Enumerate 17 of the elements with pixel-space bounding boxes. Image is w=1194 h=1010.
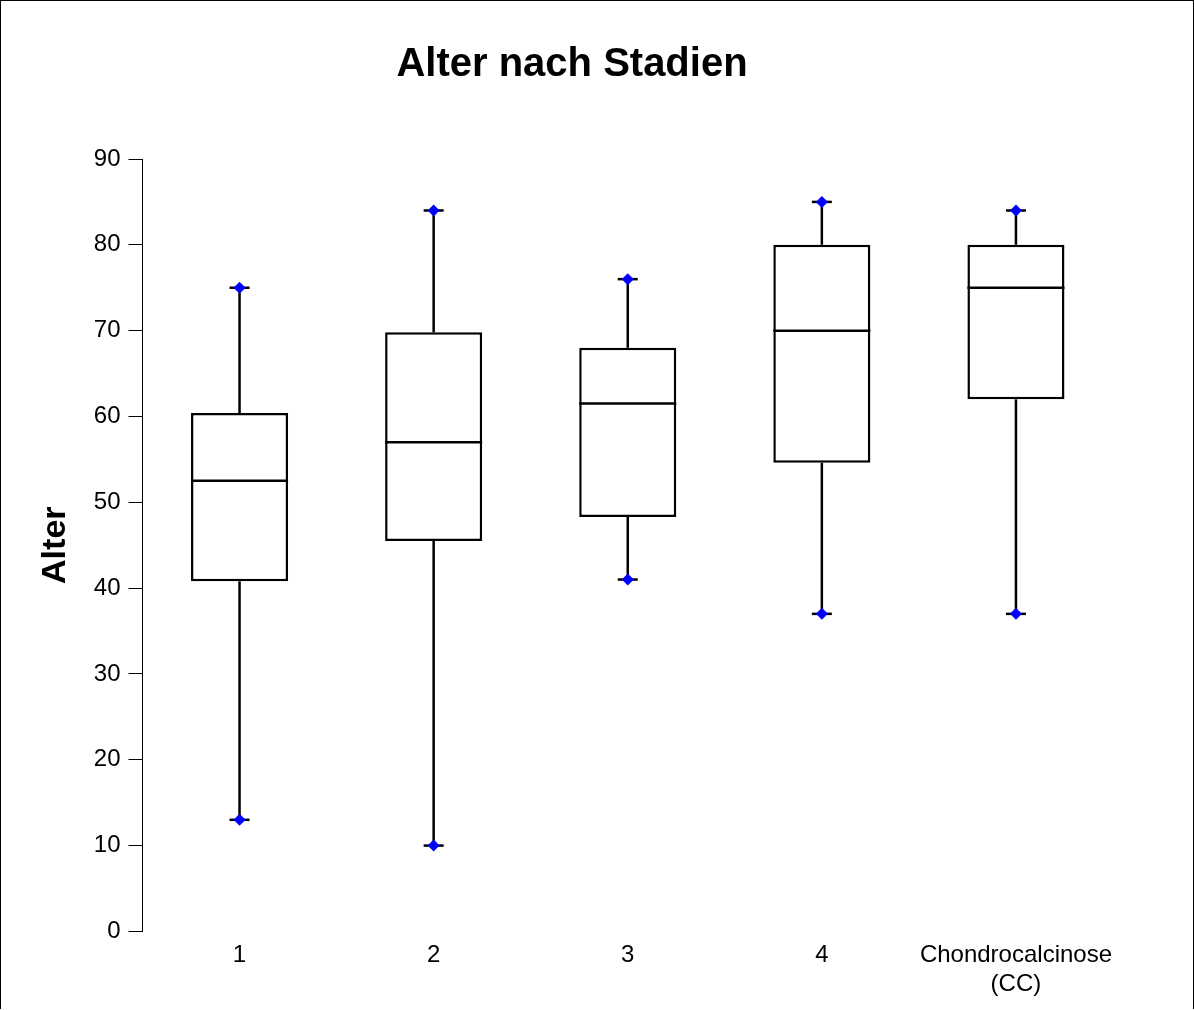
chart-title: Alter nach Stadien [396, 40, 748, 85]
y-tick-label: 40 [93, 572, 121, 600]
x-tick-label: Chondrocalcinose (CC) [919, 940, 1113, 997]
x-tick-label: 4 [815, 940, 829, 968]
x-tick-label: 1 [232, 940, 247, 968]
x-tick-label: 3 [621, 940, 635, 968]
y-tick-label: 80 [93, 229, 121, 257]
y-tick-label: 90 [93, 143, 121, 171]
y-tick-label: 70 [93, 315, 121, 343]
y-tick-label: 50 [93, 486, 121, 514]
y-axis-title: Alter [33, 506, 72, 584]
x-tick-label: 2 [426, 940, 441, 968]
y-tick-label: 10 [93, 830, 121, 858]
y-tick-label: 0 [107, 916, 121, 944]
y-tick-label: 20 [93, 744, 121, 772]
y-tick-label: 30 [93, 658, 121, 686]
y-tick-label: 60 [93, 401, 121, 429]
